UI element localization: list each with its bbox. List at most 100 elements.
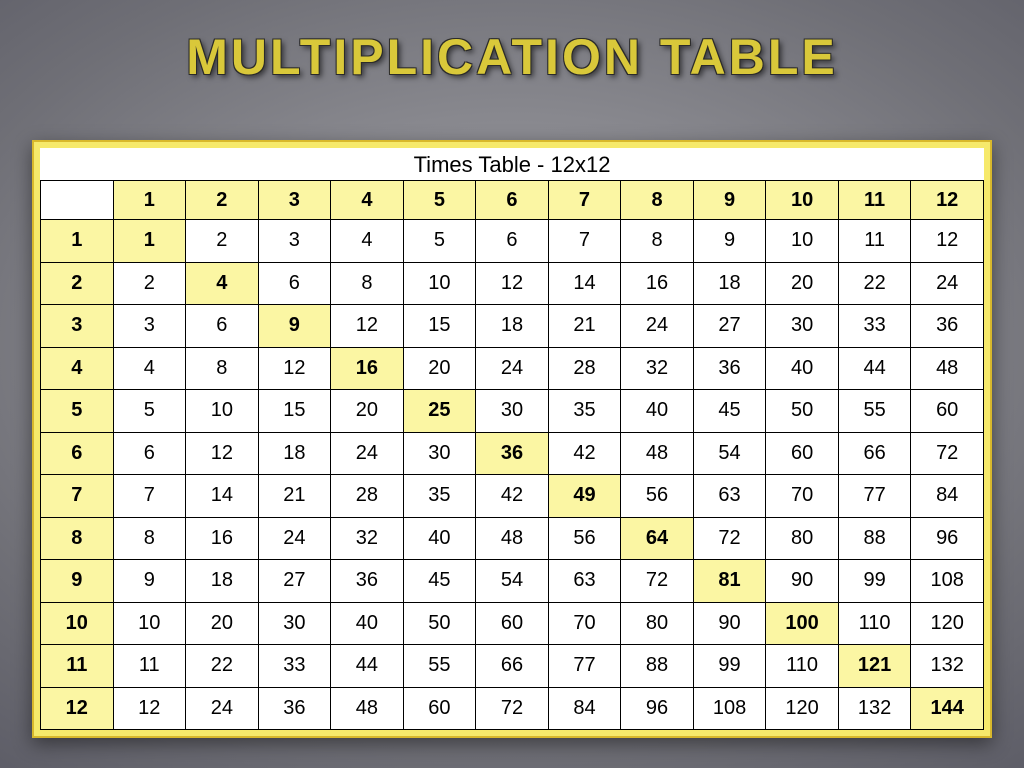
- row-header-2: 2: [41, 262, 114, 305]
- table-body: 1123456789101112224681012141618202224336…: [41, 220, 984, 730]
- cell-5-6: 30: [476, 390, 549, 433]
- cell-10-2: 20: [186, 602, 259, 645]
- cell-7-1: 7: [113, 475, 186, 518]
- cell-3-7: 21: [548, 305, 621, 348]
- cell-1-6: 6: [476, 220, 549, 263]
- cell-3-9: 27: [693, 305, 766, 348]
- col-header-8: 8: [621, 181, 694, 220]
- cell-4-1: 4: [113, 347, 186, 390]
- cell-6-2: 12: [186, 432, 259, 475]
- cell-2-11: 22: [838, 262, 911, 305]
- cell-10-8: 80: [621, 602, 694, 645]
- cell-4-3: 12: [258, 347, 331, 390]
- cell-5-11: 55: [838, 390, 911, 433]
- cell-7-6: 42: [476, 475, 549, 518]
- cell-4-4: 16: [331, 347, 404, 390]
- cell-1-1: 1: [113, 220, 186, 263]
- cell-6-9: 54: [693, 432, 766, 475]
- cell-2-9: 18: [693, 262, 766, 305]
- cell-5-4: 20: [331, 390, 404, 433]
- col-header-10: 10: [766, 181, 839, 220]
- cell-1-8: 8: [621, 220, 694, 263]
- cell-5-5: 25: [403, 390, 476, 433]
- col-header-11: 11: [838, 181, 911, 220]
- cell-8-4: 32: [331, 517, 404, 560]
- cell-10-6: 60: [476, 602, 549, 645]
- col-header-1: 1: [113, 181, 186, 220]
- cell-4-9: 36: [693, 347, 766, 390]
- col-header-12: 12: [911, 181, 984, 220]
- cell-12-1: 12: [113, 687, 186, 730]
- cell-10-11: 110: [838, 602, 911, 645]
- cell-4-2: 8: [186, 347, 259, 390]
- header-row: 123456789101112: [41, 181, 984, 220]
- cell-2-4: 8: [331, 262, 404, 305]
- row-header-1: 1: [41, 220, 114, 263]
- cell-6-12: 72: [911, 432, 984, 475]
- col-header-9: 9: [693, 181, 766, 220]
- cell-11-9: 99: [693, 645, 766, 688]
- cell-11-7: 77: [548, 645, 621, 688]
- table-row: 1123456789101112: [41, 220, 984, 263]
- cell-4-5: 20: [403, 347, 476, 390]
- cell-11-5: 55: [403, 645, 476, 688]
- cell-12-4: 48: [331, 687, 404, 730]
- col-header-6: 6: [476, 181, 549, 220]
- table-row: 44812162024283236404448: [41, 347, 984, 390]
- cell-3-6: 18: [476, 305, 549, 348]
- table-frame: Times Table - 12x12 123456789101112 1123…: [32, 140, 992, 738]
- table-row: 224681012141618202224: [41, 262, 984, 305]
- cell-4-12: 48: [911, 347, 984, 390]
- table-row: 121224364860728496108120132144: [41, 687, 984, 730]
- cell-6-8: 48: [621, 432, 694, 475]
- table-row: 11112233445566778899110121132: [41, 645, 984, 688]
- cell-9-11: 99: [838, 560, 911, 603]
- cell-6-11: 66: [838, 432, 911, 475]
- table-row: 771421283542495663707784: [41, 475, 984, 518]
- cell-9-7: 63: [548, 560, 621, 603]
- cell-6-10: 60: [766, 432, 839, 475]
- cell-3-4: 12: [331, 305, 404, 348]
- table-row: 9918273645546372819099108: [41, 560, 984, 603]
- cell-8-11: 88: [838, 517, 911, 560]
- cell-8-10: 80: [766, 517, 839, 560]
- cell-6-1: 6: [113, 432, 186, 475]
- cell-7-7: 49: [548, 475, 621, 518]
- cell-7-9: 63: [693, 475, 766, 518]
- row-header-3: 3: [41, 305, 114, 348]
- cell-2-10: 20: [766, 262, 839, 305]
- cell-1-9: 9: [693, 220, 766, 263]
- cell-8-1: 8: [113, 517, 186, 560]
- cell-2-7: 14: [548, 262, 621, 305]
- corner-cell: [41, 181, 114, 220]
- cell-8-5: 40: [403, 517, 476, 560]
- cell-2-3: 6: [258, 262, 331, 305]
- cell-3-10: 30: [766, 305, 839, 348]
- cell-3-2: 6: [186, 305, 259, 348]
- cell-1-2: 2: [186, 220, 259, 263]
- table-row: 10102030405060708090100110120: [41, 602, 984, 645]
- row-header-12: 12: [41, 687, 114, 730]
- cell-4-6: 24: [476, 347, 549, 390]
- cell-12-5: 60: [403, 687, 476, 730]
- cell-9-3: 27: [258, 560, 331, 603]
- cell-11-11: 121: [838, 645, 911, 688]
- row-header-7: 7: [41, 475, 114, 518]
- cell-11-3: 33: [258, 645, 331, 688]
- cell-2-8: 16: [621, 262, 694, 305]
- cell-12-3: 36: [258, 687, 331, 730]
- cell-4-8: 32: [621, 347, 694, 390]
- cell-8-7: 56: [548, 517, 621, 560]
- table-caption: Times Table - 12x12: [40, 148, 984, 180]
- cell-5-9: 45: [693, 390, 766, 433]
- cell-5-7: 35: [548, 390, 621, 433]
- cell-10-7: 70: [548, 602, 621, 645]
- table-row: 551015202530354045505560: [41, 390, 984, 433]
- cell-7-8: 56: [621, 475, 694, 518]
- cell-9-2: 18: [186, 560, 259, 603]
- cell-1-7: 7: [548, 220, 621, 263]
- row-header-9: 9: [41, 560, 114, 603]
- cell-1-10: 10: [766, 220, 839, 263]
- cell-11-6: 66: [476, 645, 549, 688]
- cell-7-11: 77: [838, 475, 911, 518]
